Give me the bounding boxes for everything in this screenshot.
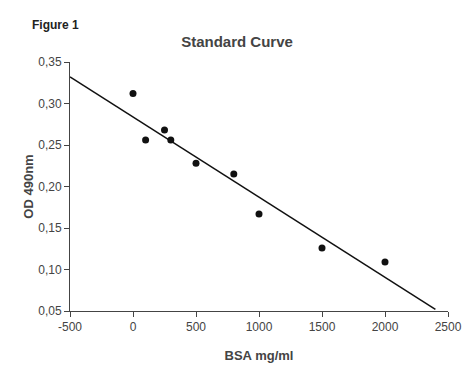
svg-text:2000: 2000 — [372, 320, 399, 334]
svg-text:Standard Curve: Standard Curve — [181, 33, 293, 50]
svg-text:OD 490nm: OD 490nm — [21, 154, 36, 218]
svg-text:500: 500 — [186, 320, 206, 334]
svg-text:0,10: 0,10 — [38, 263, 62, 277]
svg-text:Figure 1: Figure 1 — [32, 18, 79, 32]
svg-text:0,30: 0,30 — [38, 97, 62, 111]
svg-text:1500: 1500 — [309, 320, 336, 334]
svg-text:0,25: 0,25 — [38, 138, 62, 152]
svg-text:1000: 1000 — [246, 320, 273, 334]
svg-text:0,35: 0,35 — [38, 55, 62, 69]
svg-text:0: 0 — [130, 320, 137, 334]
svg-text:0,05: 0,05 — [38, 304, 62, 318]
svg-text:0,15: 0,15 — [38, 221, 62, 235]
svg-text:BSA mg/ml: BSA mg/ml — [225, 348, 294, 363]
svg-text:0,20: 0,20 — [38, 180, 62, 194]
svg-text:-500: -500 — [58, 320, 82, 334]
svg-text:2500: 2500 — [435, 320, 462, 334]
